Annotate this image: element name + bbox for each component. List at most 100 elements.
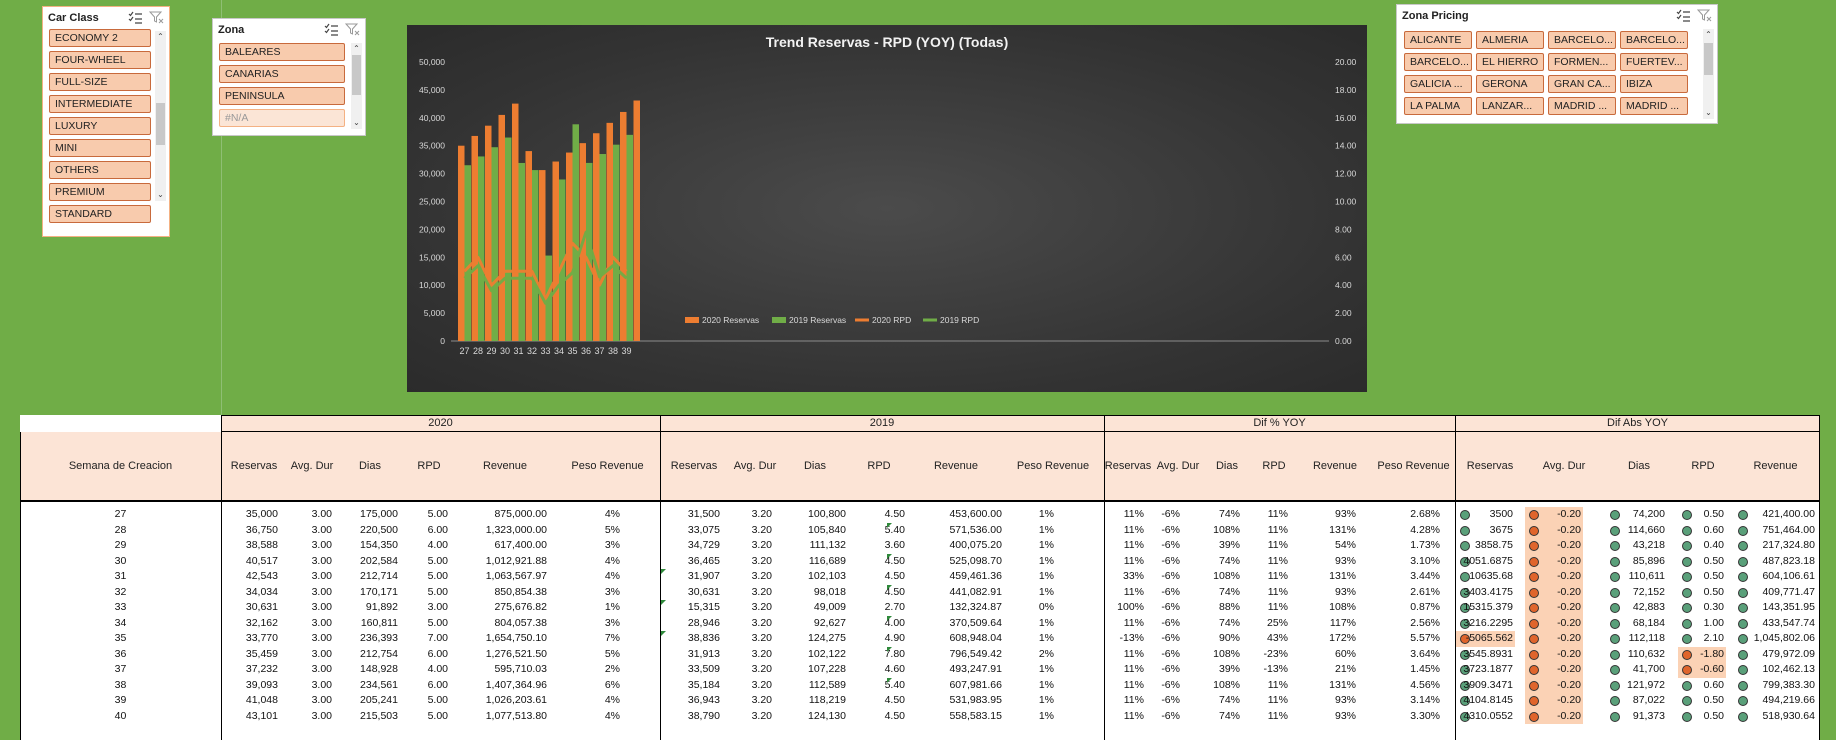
cell-pct: 5.57%	[1410, 632, 1440, 644]
cell-abs: 10635.68	[1469, 570, 1513, 582]
status-dot-green-icon	[1460, 572, 1470, 582]
scroll-down-icon[interactable]: ⌄	[353, 118, 360, 127]
multi-select-icon[interactable]	[324, 23, 339, 36]
slicer-item[interactable]: MADRID ...	[1548, 97, 1616, 115]
slicer-scrollbar[interactable]: ⌃ ⌄	[351, 43, 362, 129]
slicer-item[interactable]: GRAN CA...	[1548, 75, 1616, 93]
slicer-item[interactable]: PENINSULA	[219, 87, 345, 105]
scroll-thumb[interactable]	[352, 55, 361, 95]
cell-2019: 105,840	[808, 523, 846, 536]
status-dot-green-icon	[1460, 525, 1470, 536]
cell-abs: 43,218	[1632, 539, 1665, 551]
cell-2019: 1%	[1038, 539, 1054, 551]
slicer-item[interactable]: MINI	[49, 139, 151, 157]
trend-chart[interactable]: Trend Reservas - RPD (YOY) (Todas) 0 5,000…	[407, 25, 1367, 392]
cell-pct: 43%	[1266, 632, 1288, 644]
cell-2019: 1%	[1038, 663, 1054, 675]
status-dot-green-icon	[1682, 603, 1692, 613]
slicer-item[interactable]: LA PALMA	[1404, 97, 1472, 115]
cell-pct: 11%	[1123, 616, 1144, 629]
cell-abs: 74,200	[1632, 508, 1665, 520]
column-header: Avg. Dur	[1542, 459, 1586, 472]
slicer-item[interactable]: ALICANTE	[1404, 31, 1472, 49]
slicer-item[interactable]: EL HIERRO	[1476, 53, 1544, 71]
slicer-item[interactable]: INTERMEDIATE	[49, 95, 151, 113]
status-dot-green-icon	[1738, 634, 1748, 644]
multi-select-icon[interactable]	[1676, 9, 1691, 22]
cell-2020: 3.00	[311, 694, 332, 706]
clear-filter-icon[interactable]	[148, 11, 164, 24]
scroll-up-icon[interactable]: ⌃	[157, 32, 164, 41]
status-dot-green-icon	[1738, 572, 1748, 582]
slicer-item[interactable]: LUXURY	[49, 117, 151, 135]
scroll-thumb[interactable]	[156, 103, 165, 145]
status-dot-orange-icon	[1529, 696, 1539, 706]
slicer-item[interactable]: PREMIUM	[49, 183, 151, 201]
multi-select-icon[interactable]	[128, 11, 143, 24]
cell-highlight	[1525, 538, 1583, 554]
cell-2019: 35,184	[687, 678, 720, 691]
slicer-item[interactable]: BALEARES	[219, 43, 345, 61]
scroll-thumb[interactable]	[1704, 43, 1713, 75]
cell-2020: 6.00	[427, 523, 448, 536]
cell-2020: 4%	[604, 570, 620, 582]
scroll-up-icon[interactable]: ⌃	[1705, 30, 1712, 39]
slicer-item[interactable]: ALMERIA	[1476, 31, 1544, 49]
clear-filter-icon[interactable]	[344, 23, 360, 36]
cell-pct: 3.14%	[1410, 694, 1440, 706]
slicer-item[interactable]: FUERTEV...	[1620, 53, 1688, 71]
slicer-item[interactable]: OTHERS	[49, 161, 151, 179]
cell-highlight	[1525, 677, 1583, 693]
status-dot-green-icon	[1682, 587, 1692, 598]
error-indicator-icon	[661, 600, 666, 605]
slicer-scrollbar[interactable]: ⌃ ⌄	[155, 31, 166, 201]
cell-2020: 1,654,750.10	[485, 632, 547, 644]
zona-slicer[interactable]: Zona BALEARES CANARIAS PENINSULA #N/A ⌃ ⌄	[212, 18, 366, 136]
slicer-item[interactable]: BARCELO...	[1620, 31, 1688, 49]
slicer-header: Zona	[213, 19, 365, 41]
bar-2019-reservas	[572, 124, 579, 341]
slicer-item[interactable]: FORMEN...	[1548, 53, 1616, 71]
scroll-down-icon[interactable]: ⌄	[157, 190, 164, 199]
status-dot-green-icon	[1460, 510, 1470, 520]
slicer-item[interactable]: MADRID ...	[1620, 97, 1688, 115]
slicer-item[interactable]: LANZAR...	[1476, 97, 1544, 115]
cell-pct: 11%	[1267, 554, 1288, 567]
cell-pct: 93%	[1334, 585, 1356, 598]
column-header: RPD	[1262, 459, 1286, 472]
x-tick-label: 32	[527, 346, 537, 356]
slicer-item[interactable]: STANDARD	[49, 205, 151, 223]
slicer-item[interactable]: GERONA	[1476, 75, 1544, 93]
table-row: 39 41,048 3.00 205,241 5.00 1,026,203.61 4% 36,…	[20, 693, 1820, 709]
cell-abs: 110,611	[1628, 570, 1665, 582]
cell-2020: 35,459	[245, 647, 278, 660]
column-header: Revenue	[482, 459, 528, 472]
status-dot-green-icon	[1738, 665, 1748, 675]
cell-2020: 4%	[604, 508, 620, 520]
zona-pricing-slicer[interactable]: Zona Pricing ALICANTE ALMERIA BARCELO... BA…	[1396, 4, 1718, 124]
slicer-item[interactable]: ECONOMY 2	[49, 29, 151, 47]
slicer-item[interactable]: CANARIAS	[219, 65, 345, 83]
legend-label: 2020 Reservas	[702, 315, 759, 325]
x-tick-label: 30	[500, 346, 510, 356]
car-class-slicer[interactable]: Car Class ECONOMY 2 FOUR-WHEEL FULL-SIZE IN…	[42, 6, 170, 237]
cell-abs: 433,547.74	[1762, 616, 1815, 629]
scroll-up-icon[interactable]: ⌃	[353, 44, 360, 53]
slicer-item[interactable]: BARCELO...	[1404, 53, 1472, 71]
y-tick-label: 25,000	[419, 197, 445, 207]
slicer-item[interactable]: BARCELO...	[1548, 31, 1616, 49]
cell-2020: 36,750	[245, 523, 278, 536]
scroll-down-icon[interactable]: ⌄	[1705, 108, 1712, 117]
cell-pct: -13%	[1119, 632, 1144, 644]
slicer-item[interactable]: FULL-SIZE	[49, 73, 151, 91]
cell-pct: 0.87%	[1410, 601, 1440, 613]
cell-2019: 1%	[1038, 632, 1054, 644]
slicer-item[interactable]: #N/A	[219, 109, 345, 127]
slicer-scrollbar[interactable]: ⌃ ⌄	[1703, 29, 1714, 119]
cell-abs: 42,883	[1632, 601, 1665, 613]
cell-abs: -0.20	[1557, 616, 1581, 629]
slicer-item[interactable]: GALICIA ...	[1404, 75, 1472, 93]
clear-filter-icon[interactable]	[1696, 9, 1712, 22]
slicer-item[interactable]: IBIZA	[1620, 75, 1688, 93]
slicer-item[interactable]: FOUR-WHEEL	[49, 51, 151, 69]
